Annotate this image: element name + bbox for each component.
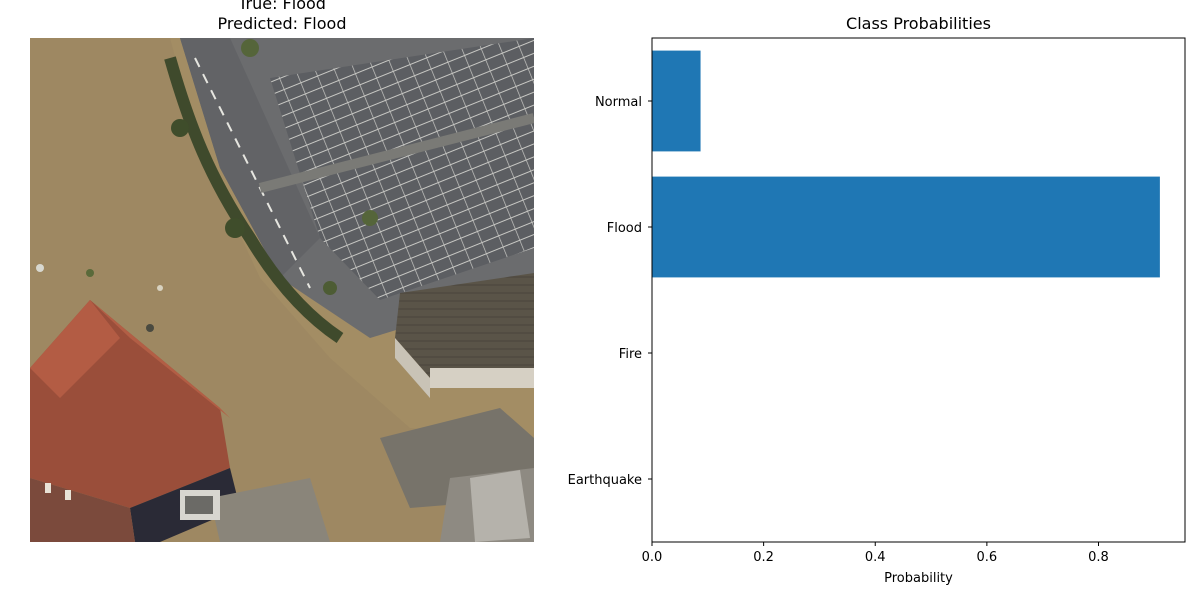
y-tick-label-fire: Fire xyxy=(619,347,642,362)
bar-normal xyxy=(652,50,701,152)
x-tick-label: 0.8 xyxy=(1088,550,1109,565)
true-label: True: Flood xyxy=(238,0,326,13)
bar-flood xyxy=(652,176,1160,278)
aerial-flood-photo xyxy=(30,38,534,542)
x-tick-label: 0.6 xyxy=(977,550,998,565)
predicted-label: Predicted: Flood xyxy=(217,14,347,33)
chart-title: Class Probabilities xyxy=(846,14,991,33)
x-axis-label: Probability xyxy=(884,571,953,586)
x-tick-label: 0.0 xyxy=(642,550,663,565)
y-tick-label-flood: Flood xyxy=(607,221,642,236)
y-tick-label-normal: Normal xyxy=(595,95,642,110)
x-tick-label: 0.4 xyxy=(865,550,886,565)
plot-frame xyxy=(651,37,1186,543)
x-tick-label: 0.2 xyxy=(753,550,774,565)
y-tick-label-earthquake: Earthquake xyxy=(568,473,642,488)
